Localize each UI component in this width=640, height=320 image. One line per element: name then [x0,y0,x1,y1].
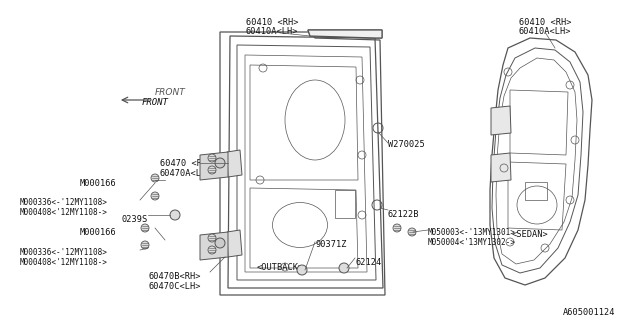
Polygon shape [227,150,242,177]
Text: M000166: M000166 [80,179,116,188]
Bar [525,182,547,200]
Circle shape [408,228,416,236]
Text: M000336<-'12MY1108>: M000336<-'12MY1108> [20,198,108,207]
Text: 60470B<RH>: 60470B<RH> [148,272,201,281]
Circle shape [151,192,159,200]
Polygon shape [200,232,228,260]
Text: M050004<'13MY1302->: M050004<'13MY1302-> [428,238,516,247]
Circle shape [339,263,349,273]
Circle shape [208,234,216,242]
Text: W270025: W270025 [388,140,425,149]
Circle shape [141,224,149,232]
Text: M000408<'12MY1108->: M000408<'12MY1108-> [20,258,108,267]
Text: 60470C<LH>: 60470C<LH> [148,282,201,291]
Text: 60410A<LH>: 60410A<LH> [246,27,298,36]
Circle shape [170,210,180,220]
Polygon shape [227,230,242,257]
Text: M000336<-'12MY1108>: M000336<-'12MY1108> [20,248,108,257]
Text: 90371Z: 90371Z [315,240,346,249]
Text: 62122B: 62122B [388,210,419,219]
Polygon shape [491,106,511,135]
Circle shape [208,246,216,254]
Text: FRONT: FRONT [155,88,186,97]
Circle shape [151,174,159,182]
Polygon shape [491,153,511,182]
Bar [335,190,355,218]
Text: 60470 <RH>: 60470 <RH> [160,159,212,168]
Circle shape [208,154,216,162]
Circle shape [393,224,401,232]
Text: M050003<-'13MY1301>: M050003<-'13MY1301> [428,228,516,237]
Polygon shape [200,152,228,180]
Text: 60410 <RH>: 60410 <RH> [519,18,572,27]
Circle shape [215,238,225,248]
Polygon shape [308,30,382,38]
Text: 60470A<LH>: 60470A<LH> [160,169,212,178]
Text: 62124: 62124 [355,258,381,267]
Text: 60410 <RH>: 60410 <RH> [246,18,298,27]
Text: A605001124: A605001124 [563,308,615,317]
Text: 60410A<LH>: 60410A<LH> [519,27,572,36]
Text: 0239S: 0239S [122,215,148,224]
Circle shape [141,241,149,249]
Circle shape [215,158,225,168]
Circle shape [208,166,216,174]
Text: M000408<'12MY1108->: M000408<'12MY1108-> [20,208,108,217]
Text: <OUTBACK>: <OUTBACK> [257,263,303,272]
Text: FRONT: FRONT [141,98,168,107]
Text: <SEDAN>: <SEDAN> [511,230,548,239]
Text: M000166: M000166 [80,228,116,237]
Circle shape [297,265,307,275]
